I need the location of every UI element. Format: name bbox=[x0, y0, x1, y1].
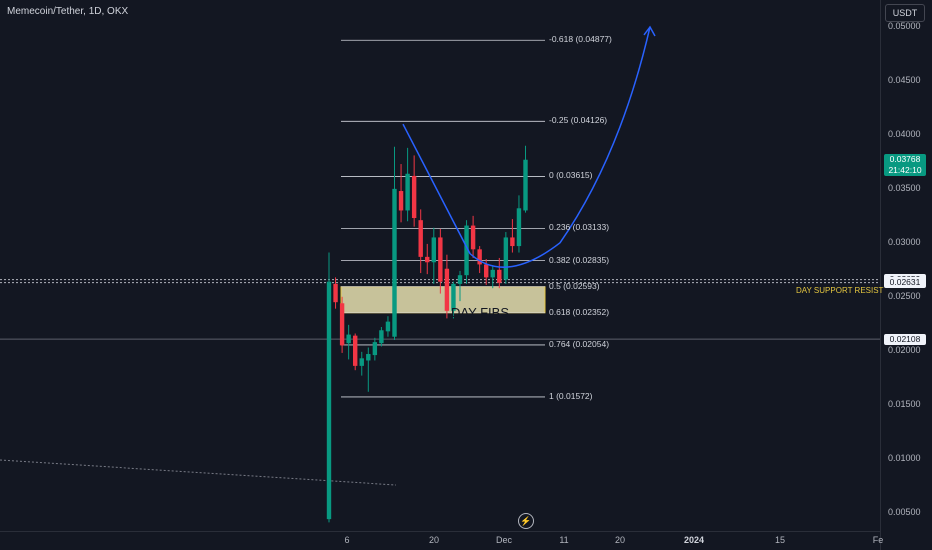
candle-body bbox=[398, 191, 404, 211]
projection-curve bbox=[402, 26, 651, 268]
candle-body bbox=[477, 249, 482, 265]
price-tag: 0.02108 bbox=[884, 333, 926, 345]
candle-body bbox=[497, 269, 502, 283]
candle-body bbox=[451, 283, 456, 311]
price-axis-tick: 0.05000 bbox=[888, 20, 921, 31]
currency-selector-button[interactable]: USDT bbox=[885, 4, 925, 22]
time-axis-tick: Dec bbox=[495, 535, 512, 545]
candle-body bbox=[411, 175, 417, 219]
price-axis-tick: 0.00500 bbox=[888, 506, 921, 517]
candle-body bbox=[379, 330, 384, 344]
candle-body bbox=[372, 342, 378, 356]
time-axis-tick: Fe bbox=[872, 535, 884, 545]
candle-body bbox=[339, 303, 345, 346]
price-axis-divider bbox=[880, 0, 881, 550]
candle-body bbox=[366, 354, 371, 361]
fib-level-label: 0.382 (0.02835) bbox=[549, 254, 610, 265]
time-axis-tick: 20 bbox=[428, 535, 439, 545]
projection-arrowhead bbox=[643, 25, 656, 37]
fib-level-label: 0.236 (0.03133) bbox=[549, 222, 610, 233]
time-axis-tick: 6 bbox=[344, 535, 350, 545]
time-axis-divider bbox=[0, 531, 880, 532]
candle-body bbox=[470, 225, 476, 250]
price-axis-tick: 0.02500 bbox=[888, 290, 921, 301]
chart-title: Memecoin/Tether, 1D, OKX bbox=[7, 6, 129, 17]
fib-level-label: 0.5 (0.02593) bbox=[549, 280, 600, 291]
price-axis-tick: 0.01500 bbox=[888, 398, 921, 409]
lightning-icon[interactable]: ⚡ bbox=[518, 513, 534, 529]
fib-level-label: -0.25 (0.04126) bbox=[549, 115, 608, 126]
fib-level-label: 0.764 (0.02054) bbox=[549, 338, 610, 349]
price-axis-tick: 0.04500 bbox=[888, 74, 921, 85]
day-fibs-label: DAY FIBS bbox=[450, 305, 510, 320]
price-tag: 0.03768 21:42:10 bbox=[884, 153, 926, 176]
day-support-resist-label: DAY SUPPORT RESIST bbox=[796, 286, 884, 295]
candle-body bbox=[425, 256, 430, 263]
time-axis-tick: 11 bbox=[559, 535, 569, 545]
fib-level-label: 0 (0.03615) bbox=[549, 170, 593, 181]
candle-body bbox=[346, 334, 351, 344]
candle-body bbox=[484, 264, 489, 278]
candle-body bbox=[444, 268, 450, 311]
candle-body bbox=[431, 237, 436, 263]
candle-body bbox=[438, 237, 443, 282]
candle-body bbox=[392, 188, 397, 337]
time-axis-tick: 15 bbox=[774, 535, 785, 545]
candle-body bbox=[523, 159, 528, 211]
fib-level-label: 1 (0.01572) bbox=[549, 390, 593, 401]
time-axis-tick: 20 bbox=[614, 535, 625, 545]
price-axis-tick: 0.03000 bbox=[888, 236, 921, 247]
candle-body bbox=[464, 225, 469, 276]
candle-body bbox=[353, 335, 358, 366]
candle-body bbox=[385, 321, 391, 332]
price-axis-tick: 0.01000 bbox=[888, 452, 921, 463]
candle-body bbox=[333, 283, 338, 303]
trend-line bbox=[0, 459, 397, 486]
candle-body bbox=[326, 281, 332, 520]
price-axis-tick: 0.02000 bbox=[888, 344, 921, 355]
candle-body bbox=[405, 173, 410, 211]
candle-body bbox=[510, 237, 515, 247]
fib-level-label: -0.618 (0.04877) bbox=[549, 34, 612, 45]
candle-body bbox=[490, 269, 495, 278]
price-axis-tick: 0.03500 bbox=[888, 182, 921, 193]
candle-body bbox=[418, 220, 423, 257]
candle-body bbox=[503, 237, 509, 280]
price-tag: 0.02631 bbox=[884, 277, 926, 289]
fib-level-label: 0.618 (0.02352) bbox=[549, 306, 610, 317]
candle-body bbox=[457, 275, 463, 284]
countdown-label: 21:42:10 bbox=[888, 164, 922, 175]
fib-zone-box bbox=[340, 286, 546, 314]
time-axis-tick: 2024 bbox=[684, 535, 705, 545]
candle-body bbox=[516, 208, 522, 247]
candle-body bbox=[359, 358, 364, 366]
price-axis-tick: 0.04000 bbox=[888, 128, 921, 139]
